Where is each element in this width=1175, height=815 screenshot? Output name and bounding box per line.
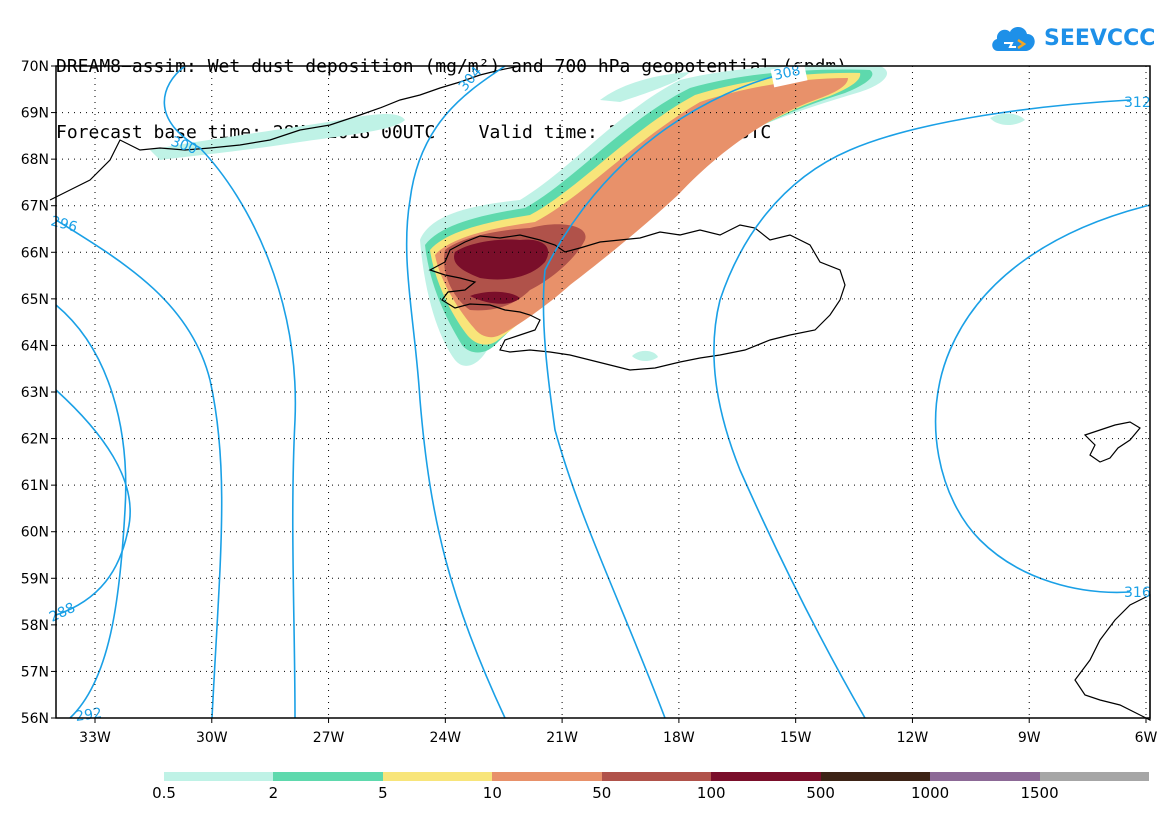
contour-300 <box>163 65 297 719</box>
contour-label-bg <box>770 62 808 88</box>
lat-label: 58N <box>21 618 49 634</box>
dust-band-0.5-north <box>600 72 690 102</box>
lat-label: 66N <box>21 245 49 261</box>
faroe-coast <box>1083 421 1141 463</box>
contour-label: 296 <box>49 213 79 235</box>
logo-text: SEEVCCC <box>1044 25 1156 51</box>
geopotential-contours <box>55 65 1151 719</box>
axis-labels: 70N 69N 68N 67N 66N 65N 64N 63N 62N 61N 60N 59N 58N 5… <box>21 59 1158 746</box>
lat-label: 56N <box>21 711 49 727</box>
colorbar-segment <box>601 772 712 781</box>
lon-label: 27W <box>313 730 345 746</box>
colorbar-label: 1500 <box>1020 784 1059 802</box>
lon-label: 18W <box>663 730 695 746</box>
greenland-coast <box>49 65 521 201</box>
lat-label: 68N <box>21 152 49 168</box>
contour-304 <box>405 65 506 719</box>
contour-288 <box>55 389 131 616</box>
colorbar-label: 50 <box>592 784 612 802</box>
colorbar-segment <box>492 772 602 781</box>
contour-label: 316 <box>1124 585 1151 601</box>
colorbar-segment <box>1039 772 1149 781</box>
lon-label: 24W <box>429 730 461 746</box>
colorbar-segment <box>820 772 931 781</box>
lat-label: 59N <box>21 571 49 587</box>
contour-label: 288 <box>47 600 78 626</box>
colorbar-segment <box>930 772 1040 781</box>
colorbar-label: 1000 <box>911 784 950 802</box>
lat-label: 67N <box>21 199 49 215</box>
grid <box>56 66 1150 718</box>
colorbar-label: 2 <box>268 784 279 802</box>
lon-axis: 33W 30W 27W 24W 21W 18W 15W 12W 9W 6W <box>79 718 1158 746</box>
colorbar-label: 5 <box>378 784 388 802</box>
dust-band-0.5-south <box>632 350 658 362</box>
contour-label: 308 <box>773 63 802 84</box>
contour-296 <box>55 219 223 719</box>
dust-deposition-field <box>150 64 1025 366</box>
cloud-icon <box>992 26 1035 51</box>
contour-label: 312 <box>1124 95 1151 111</box>
lon-label: 30W <box>196 730 228 746</box>
iceland-coast <box>428 224 846 371</box>
dust-band-100-south <box>470 291 520 304</box>
lat-label: 65N <box>21 292 49 308</box>
contour-292 <box>55 304 127 719</box>
colorbar-label: 10 <box>482 784 502 802</box>
dust-band-0.5-east <box>990 113 1025 126</box>
lat-label: 69N <box>21 106 49 122</box>
lat-label: 70N <box>21 59 49 75</box>
lat-label: 64N <box>21 338 49 354</box>
lon-label: 9W <box>1018 730 1041 746</box>
colorbar-label: 500 <box>806 784 835 802</box>
lon-label: 15W <box>780 730 812 746</box>
lat-label: 61N <box>21 478 49 494</box>
lat-label: 60N <box>21 525 49 541</box>
colorbar-segment <box>164 772 274 781</box>
scotland-coast <box>1074 594 1151 721</box>
contour-312 <box>713 99 1131 719</box>
contour-label: 304 <box>456 64 485 95</box>
colorbar-label: 100 <box>696 784 726 802</box>
lat-label: 62N <box>21 432 49 448</box>
colorbar-label: 0.5 <box>152 784 176 802</box>
lon-label: 21W <box>546 730 578 746</box>
lat-label: 63N <box>21 385 49 401</box>
lat-axis: 70N 69N 68N 67N 66N 65N 64N 63N 62N 61N 60N 59N 58N 5… <box>21 59 56 727</box>
lon-label: 6W <box>1135 730 1158 746</box>
dust-band-100 <box>454 239 549 280</box>
colorbar-segment <box>382 772 493 781</box>
lon-label: 12W <box>897 730 929 746</box>
contour-316 <box>934 204 1151 594</box>
lon-label: 33W <box>79 730 111 746</box>
lat-label: 57N <box>21 664 49 680</box>
colorbar-segment <box>273 772 383 781</box>
contour-308 <box>542 69 801 719</box>
contour-label: 292 <box>74 705 103 725</box>
seevccc-logo: SEEVCCC <box>990 20 1155 56</box>
colorbar-segment <box>711 772 821 781</box>
colorbar <box>164 772 1149 781</box>
